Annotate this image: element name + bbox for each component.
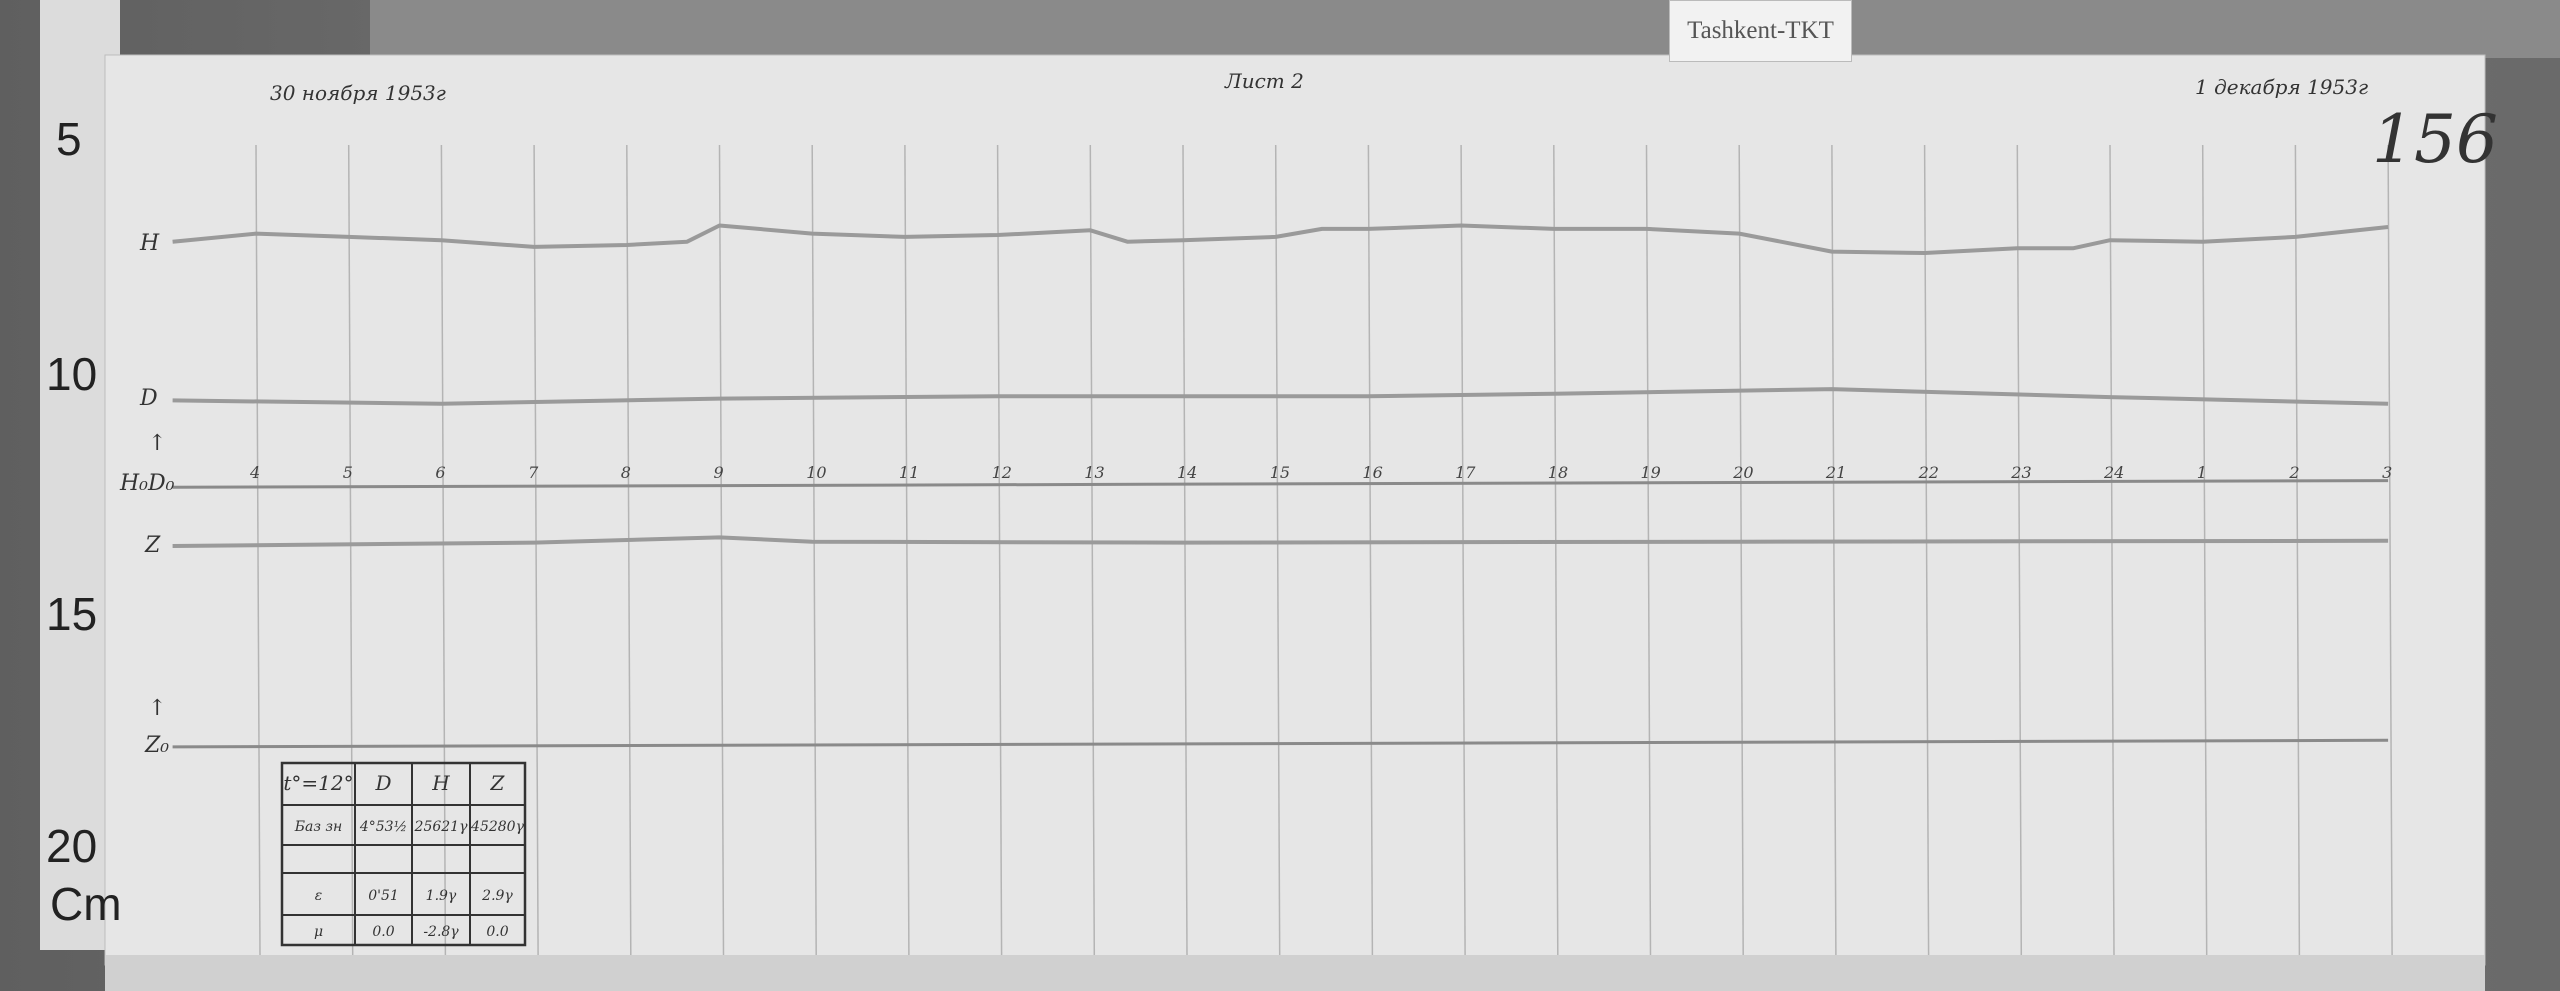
table-cell: H xyxy=(431,771,450,795)
hour-tick-label: 7 xyxy=(528,463,539,482)
hour-gridline xyxy=(2387,144,2393,956)
hour-tick-label: 8 xyxy=(621,463,631,482)
hour-gridline xyxy=(626,144,632,956)
hour-tick-label: 17 xyxy=(1455,463,1476,482)
hour-gridline xyxy=(1089,144,1096,956)
hour-tick-label: 3 xyxy=(2382,463,2392,482)
table-cell: 4°53½ xyxy=(359,819,407,835)
trace-H₀D₀ xyxy=(172,479,2389,489)
station-tag: Tashkent-TKT xyxy=(1669,0,1852,62)
hour-tick-label: 15 xyxy=(1270,463,1290,482)
hour-gridline xyxy=(1460,144,1466,956)
table-cell: D xyxy=(374,771,391,795)
ruler-5: 5 xyxy=(56,113,82,165)
hour-gridline xyxy=(533,144,539,956)
ruler-20: 20 xyxy=(46,820,97,872)
hour-gridline xyxy=(996,144,1003,956)
hour-tick-label: 16 xyxy=(1362,463,1382,482)
hour-tick-labels: 4 5 6 7 8 9 10 11 12 13 14 15 16 17 18 19 20 21 22 23 24 1 2 3 xyxy=(249,463,2392,482)
hour-gridline xyxy=(2294,144,2301,956)
sheet-label: Лист 2 xyxy=(1224,69,1304,93)
hour-gridline xyxy=(1553,144,1559,956)
table-cell: -2.8γ xyxy=(423,924,459,940)
hour-gridline xyxy=(2201,144,2208,956)
hour-gridline xyxy=(811,144,817,956)
date-end: 1 декабря 1953г xyxy=(2195,75,2368,99)
hour-gridline xyxy=(718,144,725,956)
page-number: 156 xyxy=(2372,101,2498,178)
label-H: H xyxy=(139,231,160,256)
paper xyxy=(104,54,2486,966)
hour-gridline xyxy=(1923,144,1930,956)
hour-gridline xyxy=(1367,144,1374,956)
hour-tick-label: 4 xyxy=(249,463,260,482)
paper-bottom-edge xyxy=(105,955,2485,991)
ruler-10: 10 xyxy=(46,348,97,400)
date-start: 30 ноября 1953г xyxy=(270,81,446,105)
arrow-up-icon: ↑ xyxy=(148,696,166,721)
hour-gridline xyxy=(2016,144,2023,956)
table-cell: 1.9γ xyxy=(426,888,457,904)
hour-tick-label: 1 xyxy=(2197,463,2207,482)
glass-clip xyxy=(370,0,2560,58)
hour-tick-label: 19 xyxy=(1641,463,1661,482)
hour-gridline xyxy=(255,144,261,956)
trace-Z xyxy=(172,535,2389,548)
table-border xyxy=(280,761,527,947)
table-cell: 45280γ xyxy=(470,819,525,835)
hour-gridline xyxy=(440,144,447,956)
hour-gridline xyxy=(1274,144,1281,956)
hour-tick-label: 2 xyxy=(2288,463,2299,482)
arrow-up-icon: ↑ xyxy=(148,431,166,456)
trace-H xyxy=(172,223,2389,255)
trace-Z₀ xyxy=(172,738,2389,749)
traces xyxy=(172,223,2389,749)
hour-tick-label: 12 xyxy=(992,463,1012,482)
hour-tick-label: 14 xyxy=(1177,463,1197,482)
ruler-unit: Cm xyxy=(50,878,122,930)
table-cell: 0'51 xyxy=(368,888,399,904)
table-cell: Z xyxy=(490,771,506,795)
label-baseline: H₀D₀ xyxy=(119,471,175,496)
table-cell: 0.0 xyxy=(486,924,508,940)
hour-tick-label: 5 xyxy=(343,463,353,482)
trace-D xyxy=(172,387,2389,406)
hour-gridline xyxy=(1738,144,1744,956)
ruler-15: 15 xyxy=(46,588,97,640)
hour-tick-label: 10 xyxy=(806,463,826,482)
hour-gridline xyxy=(347,144,354,956)
hour-tick-label: 22 xyxy=(1918,463,1939,482)
label-Z: Z xyxy=(144,533,161,558)
hour-gridline xyxy=(1831,144,1837,956)
baseline-table: t°=12° D H Z Баз зн 4°53½ 25621γ 45280γ ε 0'51 1.9… xyxy=(280,761,527,947)
table-cell: μ xyxy=(314,924,323,940)
hour-tick-label: 23 xyxy=(2010,463,2031,482)
hour-grid xyxy=(255,144,2393,956)
hour-tick-label: 24 xyxy=(2103,463,2124,482)
table-cell: t°=12° xyxy=(283,771,353,795)
hour-tick-label: 13 xyxy=(1084,463,1104,482)
hour-tick-label: 18 xyxy=(1548,463,1568,482)
hour-tick-label: 20 xyxy=(1732,463,1753,482)
hour-tick-label: 9 xyxy=(714,463,724,482)
hour-tick-label: 21 xyxy=(1825,463,1846,482)
hour-tick-label: 6 xyxy=(435,463,445,482)
hour-tick-label: 11 xyxy=(899,463,919,482)
table-cell: 2.9γ xyxy=(481,888,513,904)
hour-gridline xyxy=(904,144,910,956)
hour-gridline xyxy=(1645,144,1652,956)
table-cell: ε xyxy=(315,888,323,904)
label-D: D xyxy=(139,386,158,411)
hour-gridline xyxy=(2109,144,2115,956)
table-cell: 25621γ xyxy=(414,819,469,835)
hour-gridline xyxy=(1182,144,1188,956)
table-cell: 0.0 xyxy=(372,924,394,940)
table-cell: Баз зн xyxy=(294,819,343,835)
label-Z0: Z₀ xyxy=(144,733,169,758)
